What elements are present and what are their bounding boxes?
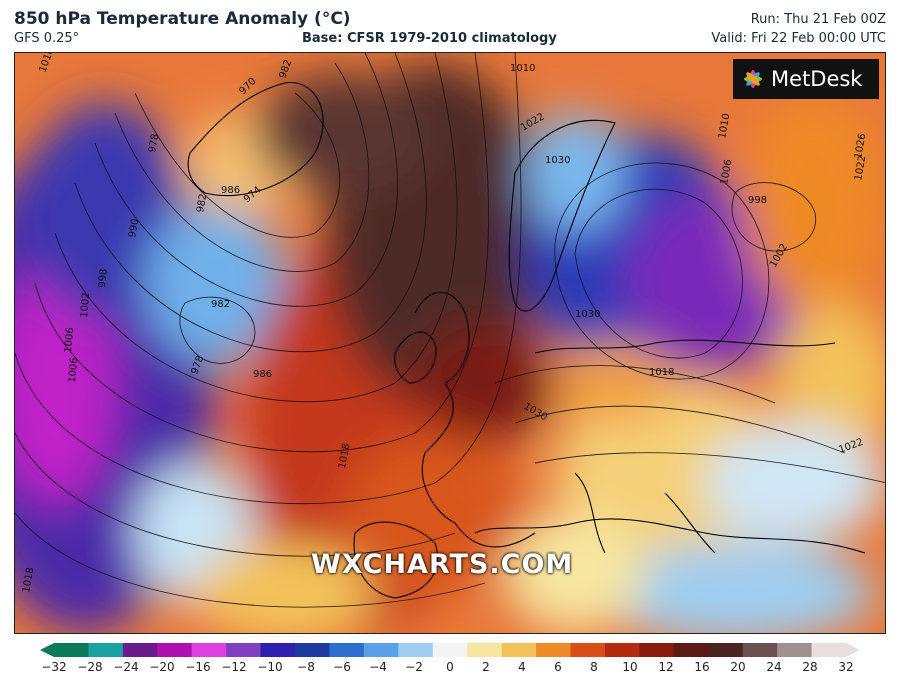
colorbar-tick-label: −10 (257, 660, 283, 674)
isobar-label: 990 (127, 218, 141, 239)
colorbar-tick-label: −16 (185, 660, 211, 674)
isobar-label: 998 (97, 268, 110, 288)
isobar-label: 998 (748, 195, 767, 206)
colorbar-tick-label: 12 (658, 660, 674, 674)
isobar-label: 986 (221, 185, 240, 196)
colorbar-tick-label: −32 (41, 660, 67, 674)
colorbar-segment (54, 643, 90, 657)
colorbar-segment (398, 643, 434, 657)
anomaly-map: 1010 1010 982 970 978 982 986 974 990 99… (14, 52, 886, 634)
colorbar-tick-label: 10 (622, 660, 638, 674)
colorbar-segment (432, 643, 468, 657)
colorbar-segment (260, 643, 296, 657)
colorbar-segment (570, 643, 606, 657)
colorbar-tick-label: 16 (694, 660, 710, 674)
run-time-label: Run: Thu 21 Feb 00Z (750, 12, 886, 27)
isobar-label: 1010 (717, 113, 732, 140)
isobar-label: 1030 (545, 155, 570, 166)
valid-time-label: Valid: Fri 22 Feb 00:00 UTC (711, 31, 886, 46)
map-canvas: 1010 1010 982 970 978 982 986 974 990 99… (15, 53, 885, 633)
isobar-label: 1006 (63, 327, 76, 353)
chart-title: 850 hPa Temperature Anomaly (°C) (14, 9, 351, 29)
colorbar-tick-label: 20 (730, 660, 746, 674)
metdesk-logo: MetDesk (733, 59, 879, 99)
colorbar (40, 643, 860, 657)
metdesk-logo-icon (744, 70, 762, 88)
colorbar-tick-label: −12 (221, 660, 247, 674)
colorbar-min-arrow (40, 643, 54, 657)
colorbar-segment (742, 643, 778, 657)
colorbar-tick-label: −28 (77, 660, 103, 674)
isobar-label: 1006 (67, 357, 80, 383)
colorbar-segment (191, 643, 227, 657)
colorbar-segment (639, 643, 675, 657)
colorbar-segment (501, 643, 537, 657)
isobar-label: 982 (195, 193, 209, 214)
colorbar-segment (329, 643, 365, 657)
colorbar-segment (604, 643, 640, 657)
colorbar-tick-label: 24 (766, 660, 782, 674)
isobar-label: 1006 (719, 159, 734, 186)
isobar-label: 986 (253, 369, 272, 380)
model-label: GFS 0.25° (14, 31, 80, 46)
colorbar-segment (673, 643, 709, 657)
isobar-label: 1002 (79, 292, 92, 318)
colorbar-segment (88, 643, 124, 657)
colorbar-segment (157, 643, 193, 657)
colorbar-tick-label: −4 (369, 660, 387, 674)
colorbar-tick-label: −2 (405, 660, 423, 674)
colorbar-segment (467, 643, 503, 657)
colorbar-tick-label: −8 (297, 660, 315, 674)
isobar-label: 1010 (510, 63, 535, 74)
colorbar-segment (295, 643, 331, 657)
metdesk-logo-text: MetDesk (771, 67, 863, 91)
isobar-label: 1018 (649, 367, 674, 378)
colorbar-segment (811, 643, 847, 657)
isobar-label: 982 (211, 299, 230, 310)
colorbar-tick-label: 6 (554, 660, 562, 674)
isobar-label: 978 (147, 133, 161, 154)
isobar-label: 1030 (575, 309, 600, 320)
isobar-label: 1026 (853, 133, 868, 160)
colorbar-ticks: −32 −28 −24 −20 −16 −12 −10 −8 −6 −4 −2 0 2 4 6 8 10 12 16… (40, 660, 860, 680)
colorbar-tick-label: −20 (149, 660, 175, 674)
colorbar-tick-label: 2 (482, 660, 490, 674)
colorbar-tick-label: −24 (113, 660, 139, 674)
colorbar-tick-label: 32 (838, 660, 854, 674)
colorbar-tick-label: −6 (333, 660, 351, 674)
colorbar-segment (363, 643, 399, 657)
colorbar-tick-label: 0 (446, 660, 454, 674)
colorbar-segment (536, 643, 572, 657)
colorbar-segment (122, 643, 158, 657)
colorbar-segment (708, 643, 744, 657)
isobar-label: 1018 (337, 443, 352, 470)
colorbar-tick-label: 28 (802, 660, 818, 674)
colorbar-segment (226, 643, 262, 657)
isobar-label: 1018 (21, 567, 36, 594)
colorbar-max-arrow (846, 643, 860, 657)
colorbar-tick-label: 4 (518, 660, 526, 674)
isobar-label: 1022 (853, 155, 868, 182)
base-climatology-label: Base: CFSR 1979-2010 climatology (302, 31, 557, 46)
wxcharts-watermark: WXCHARTS.COM (311, 549, 574, 580)
colorbar-tick-label: 8 (590, 660, 598, 674)
colorbar-segment (777, 643, 813, 657)
